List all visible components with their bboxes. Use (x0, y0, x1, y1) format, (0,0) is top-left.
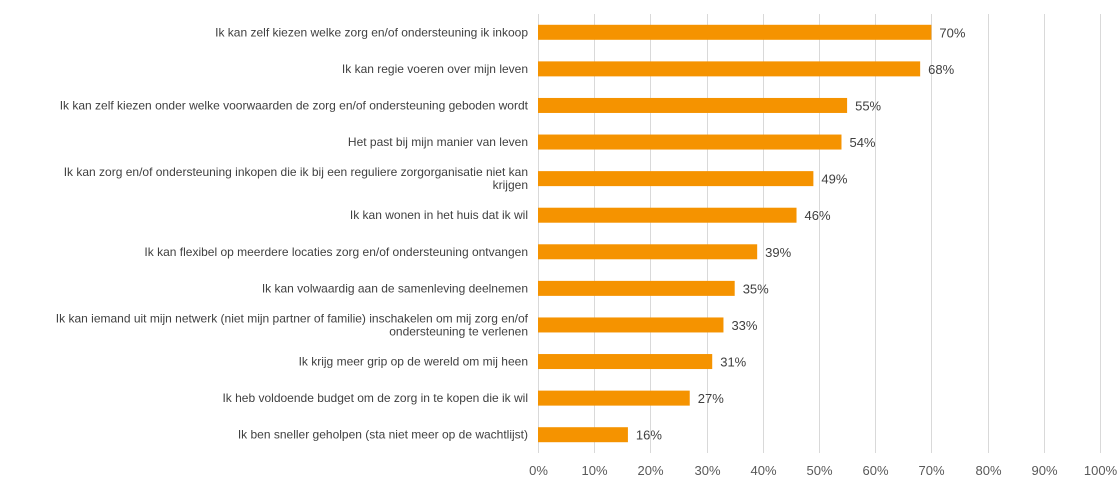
x-tick-label: 60% (862, 463, 888, 477)
bar (538, 171, 814, 187)
bar (538, 24, 932, 40)
value-labels: 70% 68% 55% 54% 49% 46% 39% 35% 33% 31% 27% 16% (636, 25, 966, 442)
x-tick-label: 10% (581, 463, 607, 477)
x-tick-label: 30% (694, 463, 720, 477)
category-label: Ik kan zelf kiezen welke zorg en/of onde… (215, 25, 528, 39)
value-label: 70% (939, 25, 965, 40)
bar (538, 134, 842, 150)
category-label-line: Ik kan zelf kiezen welke zorg en/of onde… (215, 25, 528, 39)
value-label: 16% (636, 428, 662, 443)
category-label-line: krijgen (493, 178, 528, 192)
x-tick-label: 0% (529, 463, 548, 477)
x-tick-label: 20% (637, 463, 663, 477)
category-label-line: Ik krijg meer grip op de wereld om mij h… (299, 355, 528, 369)
value-label: 27% (698, 391, 724, 406)
category-label-line: Ik kan regie voeren over mijn leven (342, 62, 528, 76)
category-labels: Ik kan zelf kiezen welke zorg en/of onde… (56, 25, 529, 441)
value-label: 31% (720, 355, 746, 370)
bar (538, 390, 690, 406)
x-axis-tick-labels: 0% 10% 20% 30% 40% 50% 60% 70% 80% 90% 100% (529, 463, 1117, 477)
bar (538, 97, 848, 113)
bar (538, 317, 724, 333)
x-tick-label: 90% (1031, 463, 1057, 477)
category-label: Ik ben sneller geholpen (sta niet meer o… (238, 428, 528, 442)
gridlines (538, 14, 1101, 453)
category-label: Ik kan flexibel op meerdere locaties zor… (144, 245, 528, 259)
category-label-line: Het past bij mijn manier van leven (348, 135, 528, 149)
value-label: 46% (805, 208, 831, 223)
category-label-line: Ik kan volwaardig aan de samenleving dee… (262, 281, 528, 295)
bars (538, 24, 932, 443)
category-label: Ik kan wonen in het huis dat ik wil (350, 208, 528, 222)
category-label: Ik kan regie voeren over mijn leven (342, 62, 528, 76)
category-label-line: Ik kan flexibel op meerdere locaties zor… (144, 245, 528, 259)
category-label-line: Ik ben sneller geholpen (sta niet meer o… (238, 428, 528, 442)
x-tick-label: 50% (806, 463, 832, 477)
category-label-line: Ik kan wonen in het huis dat ik wil (350, 208, 528, 222)
category-label: Ik kan iemand uit mijn netwerk (niet mij… (56, 311, 529, 338)
value-label: 49% (821, 172, 847, 187)
x-tick-label: 100% (1084, 463, 1118, 477)
category-label: Ik kan zorg en/of ondersteuning inkopen … (64, 165, 528, 192)
value-label: 55% (855, 98, 881, 113)
category-label-line: Ik heb voldoende budget om de zorg in te… (222, 391, 528, 405)
value-label: 39% (765, 245, 791, 260)
category-label: Ik heb voldoende budget om de zorg in te… (222, 391, 528, 405)
bar (538, 280, 735, 296)
value-label: 68% (928, 62, 954, 77)
x-tick-label: 80% (975, 463, 1001, 477)
bar (538, 207, 797, 223)
category-label-line: Ik kan iemand uit mijn netwerk (niet mij… (56, 311, 529, 325)
x-tick-label: 70% (918, 463, 944, 477)
category-label: Ik kan volwaardig aan de samenleving dee… (262, 281, 528, 295)
value-label: 54% (849, 135, 875, 150)
value-label: 35% (743, 281, 769, 296)
value-label: 33% (731, 318, 757, 333)
x-tick-label: 40% (750, 463, 776, 477)
category-label-line: Ik kan zelf kiezen onder welke voorwaard… (60, 98, 529, 112)
category-label: Het past bij mijn manier van leven (348, 135, 528, 149)
category-label-line: Ik kan zorg en/of ondersteuning inkopen … (64, 165, 528, 179)
category-label-line: ondersteuning te verlenen (389, 324, 528, 338)
bar (538, 61, 921, 77)
bar (538, 244, 758, 260)
bar (538, 354, 713, 370)
bar (538, 427, 628, 443)
category-label: Ik krijg meer grip op de wereld om mij h… (299, 355, 528, 369)
category-label: Ik kan zelf kiezen onder welke voorwaard… (60, 98, 529, 112)
